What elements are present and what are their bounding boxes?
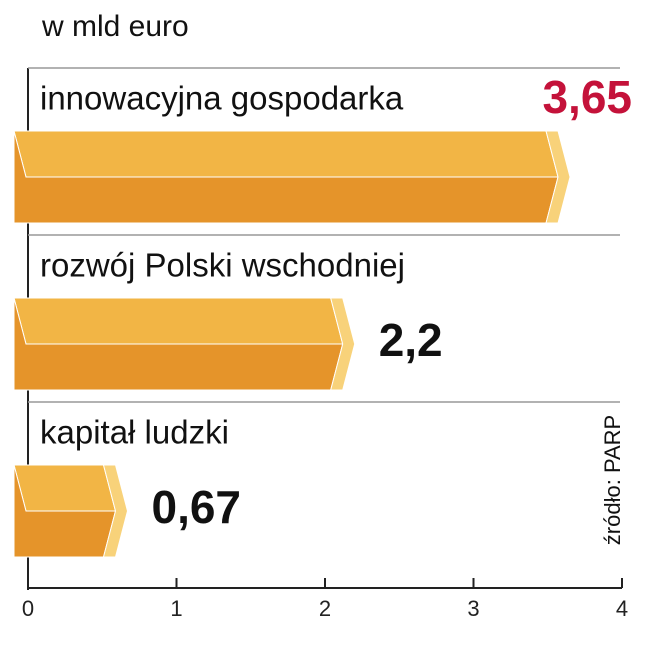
category-label: kapitał ludzki: [40, 414, 229, 451]
x-tick-label: 3: [467, 596, 479, 621]
bar: [13, 130, 571, 224]
bar-bottom: [13, 130, 559, 224]
unit-label: w mld euro: [41, 10, 189, 43]
source: źródło: PARP: [600, 415, 625, 545]
bar-cap: [330, 297, 356, 391]
bar: [13, 297, 356, 391]
value-label: 3,65: [542, 71, 632, 123]
bar-bottom: [13, 297, 344, 391]
bar-top: [13, 464, 117, 512]
bar-cap: [545, 130, 571, 224]
value-label: 2,2: [379, 314, 443, 366]
x-tick-label: 1: [170, 596, 182, 621]
bar-top: [13, 297, 344, 345]
bar-bottom: [13, 464, 117, 558]
value-label: 0,67: [151, 481, 241, 533]
bar: [13, 464, 129, 558]
x-tick-label: 0: [22, 596, 34, 621]
x-tick-label: 2: [319, 596, 331, 621]
bar-top: [13, 130, 559, 178]
bar-cap: [102, 464, 129, 558]
category-label: rozwój Polski wschodniej: [40, 247, 405, 284]
category-label: innowacyjna gospodarka: [40, 80, 404, 117]
x-tick-label: 4: [616, 596, 628, 621]
